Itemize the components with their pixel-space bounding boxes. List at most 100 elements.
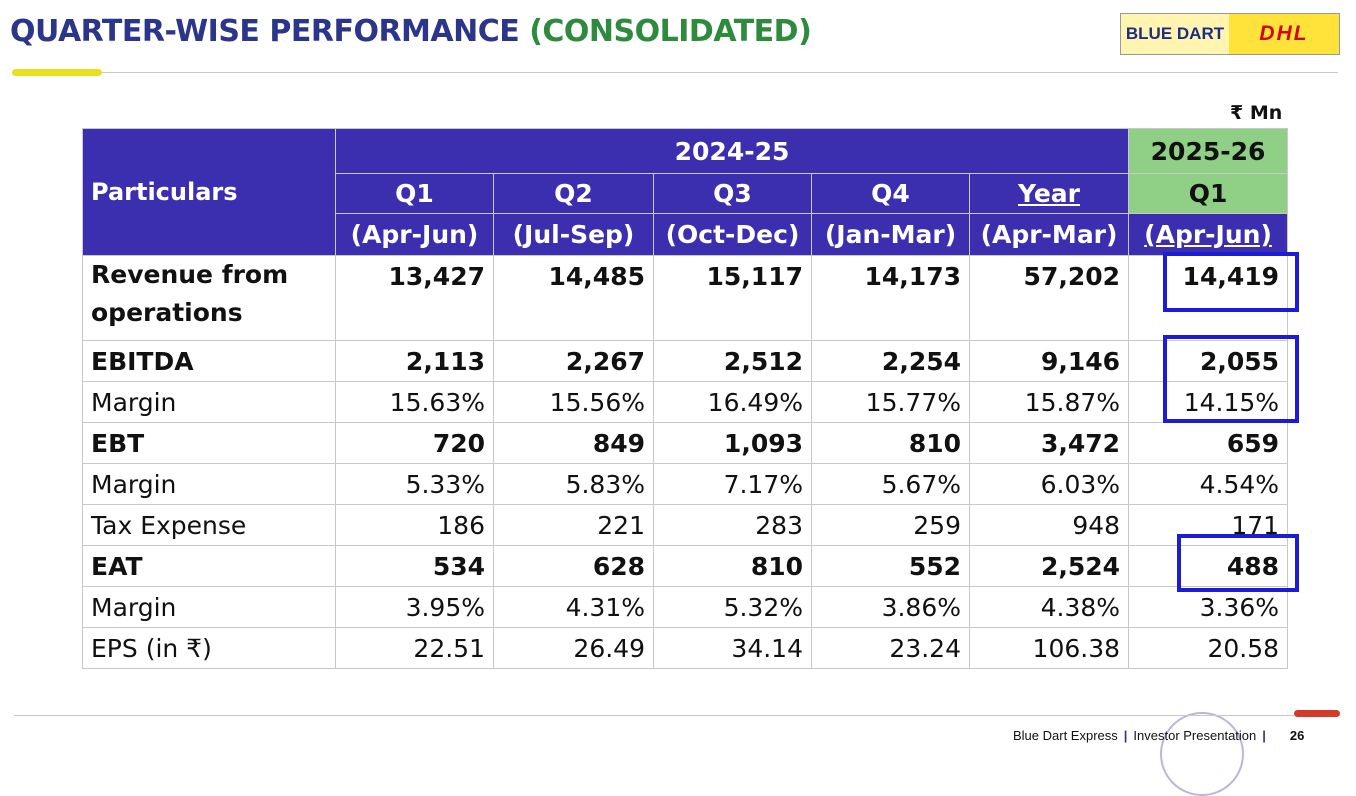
row-value: 948 — [968, 504, 1130, 546]
logo-brand: BLUE DART — [1121, 14, 1229, 54]
unit-label: ₹ Mn — [1230, 102, 1283, 124]
col-header-new-q1: Q1 — [1128, 173, 1289, 214]
row-label: Tax Expense — [82, 504, 336, 546]
row-label: Margin — [82, 586, 336, 628]
row-value: 14.15% — [1128, 381, 1289, 423]
row-value: 23.24 — [811, 627, 970, 669]
header-divider — [102, 72, 1338, 73]
col-header-year: Year — [968, 173, 1130, 214]
row-value: 2,524 — [968, 545, 1130, 587]
footer: Blue Dart Express | Investor Presentation |… — [1013, 728, 1304, 743]
row-value: 7.17% — [653, 463, 812, 505]
row-value: 16.49% — [653, 381, 812, 423]
row-value: 2,267 — [493, 340, 654, 382]
row-value: 221 — [493, 504, 654, 546]
row-value: 9,146 — [968, 340, 1130, 382]
col-period-q4: (Jan-Mar) — [811, 213, 970, 256]
row-value: 22.51 — [335, 627, 494, 669]
row-value: 2,055 — [1128, 340, 1289, 382]
col-period-q1: (Apr-Jun) — [335, 213, 494, 256]
row-value: 15.77% — [811, 381, 970, 423]
row-label: Margin — [82, 463, 336, 505]
page-title: QUARTER-WISE PERFORMANCE (CONSOLIDATED) — [10, 14, 812, 49]
page-title-qualifier: (CONSOLIDATED) — [529, 14, 812, 49]
col-header-q1: Q1 — [335, 173, 494, 214]
table-row: Revenue from operations 13,427 14,485 15,11… — [82, 255, 1289, 341]
footer-company: Blue Dart Express — [1013, 728, 1118, 743]
col-period-q3: (Oct-Dec) — [653, 213, 812, 256]
col-header-q2: Q2 — [493, 173, 654, 214]
table-row: EAT 534 628 810 552 2,524 488 — [82, 545, 1289, 587]
highlight-box-revenue — [1163, 252, 1299, 312]
fy-prev-header: 2024-25 — [334, 128, 1130, 174]
page-number: 26 — [1289, 728, 1305, 743]
row-value: 4.38% — [968, 586, 1130, 628]
highlight-box-eat — [1177, 534, 1299, 592]
footer-accent — [1294, 710, 1340, 717]
table-row: EBITDA 2,113 2,267 2,512 2,254 9,146 2,055 — [82, 340, 1289, 382]
page-title-main: QUARTER-WISE PERFORMANCE — [10, 14, 520, 49]
table-row: EPS (in ₹) 22.51 26.49 34.14 23.24 106.38 20.5… — [82, 627, 1289, 669]
row-label: Revenue from operations — [82, 255, 336, 341]
col-period-year: (Apr-Mar) — [968, 213, 1130, 256]
row-value: 534 — [335, 545, 494, 587]
row-value: 6.03% — [968, 463, 1130, 505]
row-value: 259 — [811, 504, 970, 546]
row-value: 3.36% — [1128, 586, 1289, 628]
row-label: EBT — [82, 422, 336, 464]
logo-partner: DHL — [1259, 22, 1309, 45]
row-value: 14,419 — [1128, 255, 1289, 341]
row-value: 2,113 — [335, 340, 494, 382]
highlight-box-ebitda — [1163, 335, 1299, 423]
row-value: 628 — [493, 545, 654, 587]
row-value: 2,254 — [811, 340, 970, 382]
title-underline — [12, 69, 102, 76]
row-value: 4.54% — [1128, 463, 1289, 505]
row-value: 34.14 — [653, 627, 812, 669]
row-value: 14,173 — [811, 255, 970, 341]
row-label: EBITDA — [82, 340, 336, 382]
row-value: 15.56% — [493, 381, 654, 423]
company-logo: BLUE DART DHL — [1120, 13, 1340, 55]
row-value: 5.67% — [811, 463, 970, 505]
row-value: 186 — [335, 504, 494, 546]
row-value: 15.63% — [335, 381, 494, 423]
col-period-new-q1: (Apr-Jun) — [1128, 213, 1289, 256]
table-row: Margin 5.33% 5.83% 7.17% 5.67% 6.03% 4.54% — [82, 463, 1289, 505]
row-value: 5.32% — [653, 586, 812, 628]
row-value: 1,093 — [653, 422, 812, 464]
row-value: 720 — [335, 422, 494, 464]
row-value: 3.95% — [335, 586, 494, 628]
row-value: 2,512 — [653, 340, 812, 382]
row-value: 810 — [653, 545, 812, 587]
row-value: 659 — [1128, 422, 1289, 464]
row-value: 15,117 — [653, 255, 812, 341]
row-value: 20.58 — [1128, 627, 1289, 669]
row-value: 26.49 — [493, 627, 654, 669]
row-value: 849 — [493, 422, 654, 464]
table-row: Margin 3.95% 4.31% 5.32% 3.86% 4.38% 3.36% — [82, 586, 1289, 628]
row-label: Margin — [82, 381, 336, 423]
row-value: 283 — [653, 504, 812, 546]
col-header-q4: Q4 — [811, 173, 970, 214]
table-row: EBT 720 849 1,093 810 3,472 659 — [82, 422, 1289, 464]
row-label: EPS (in ₹) — [82, 627, 336, 669]
row-value: 4.31% — [493, 586, 654, 628]
footer-doc: Investor Presentation — [1133, 728, 1257, 743]
table-row: Margin 15.63% 15.56% 16.49% 15.77% 15.87% 14.1… — [82, 381, 1289, 423]
row-value: 810 — [811, 422, 970, 464]
row-value: 3.86% — [811, 586, 970, 628]
row-value: 106.38 — [968, 627, 1130, 669]
company-stamp — [1160, 712, 1244, 796]
footer-divider — [14, 715, 1294, 716]
table-body: Revenue from operations 13,427 14,485 15,11… — [82, 255, 1289, 669]
particulars-header: Particulars — [82, 128, 336, 256]
row-value: 57,202 — [968, 255, 1130, 341]
row-value: 15.87% — [968, 381, 1130, 423]
performance-table: Particulars 2024-25 2025-26 Q1 Q2 Q3 Q4 … — [82, 128, 1289, 669]
row-label: EAT — [82, 545, 336, 587]
table-row: Tax Expense 186 221 283 259 948 171 — [82, 504, 1289, 546]
footer-separator: | — [1123, 728, 1128, 743]
row-value: 3,472 — [968, 422, 1130, 464]
row-value: 552 — [811, 545, 970, 587]
